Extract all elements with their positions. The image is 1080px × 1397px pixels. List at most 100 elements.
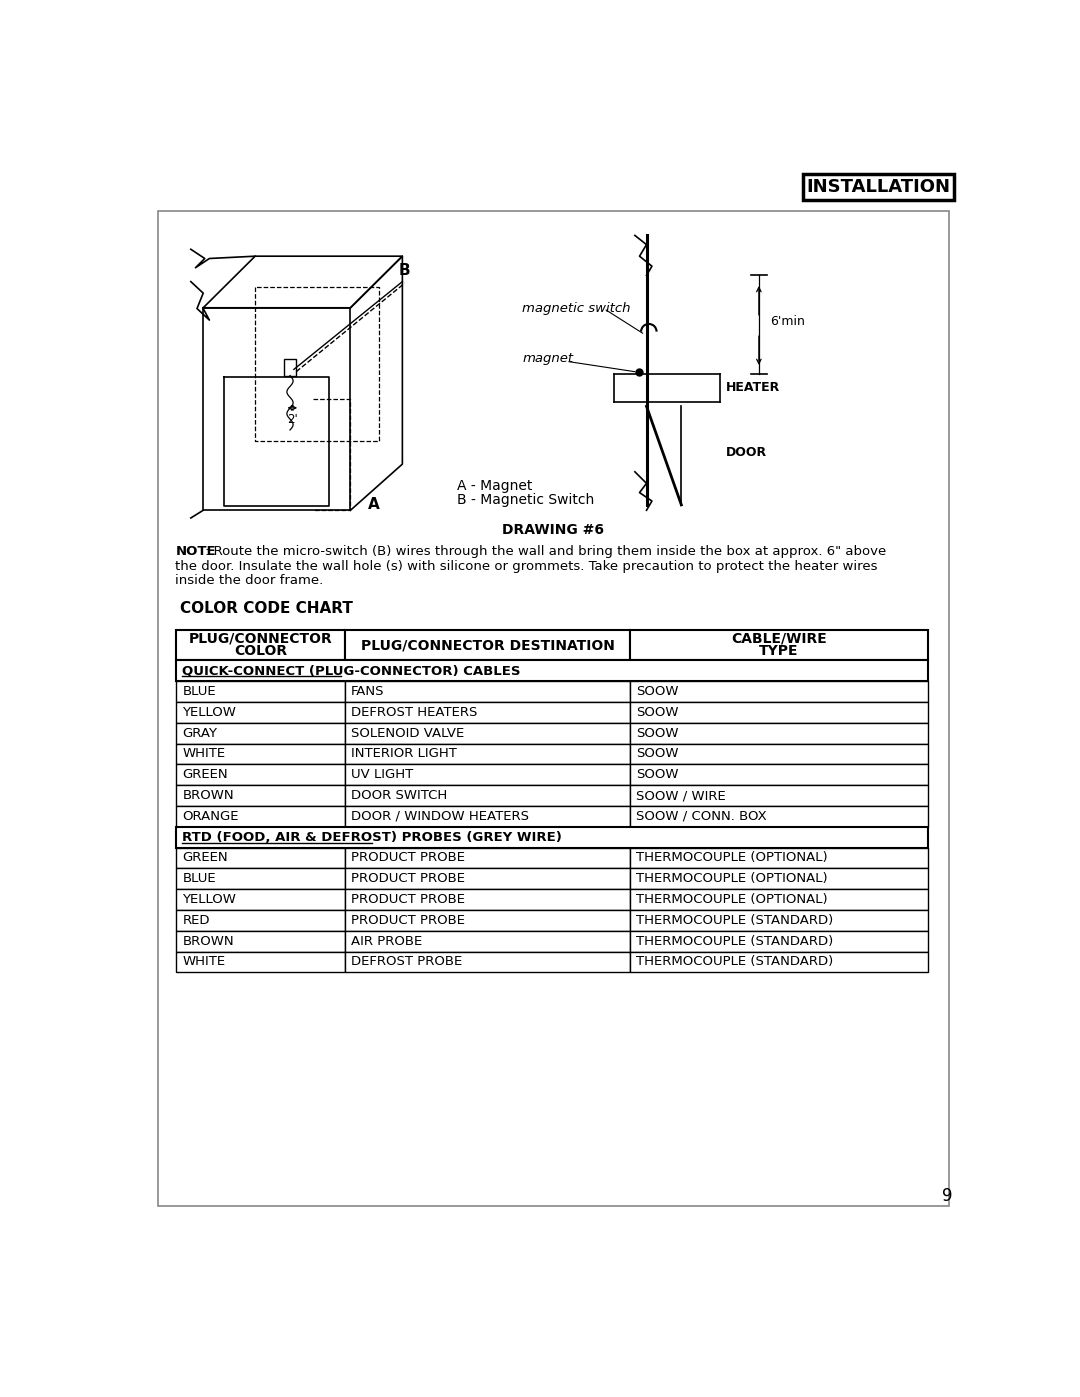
Bar (631, 682, 928, 703)
Text: ORANGE: ORANGE (183, 810, 239, 823)
Bar (345, 869, 631, 888)
Bar (345, 764, 631, 785)
Text: FANS: FANS (351, 685, 384, 698)
Text: SOOW: SOOW (636, 768, 679, 781)
Text: GREEN: GREEN (183, 851, 228, 865)
Bar (176, 764, 345, 785)
Text: THERMOCOUPLE (STANDARD): THERMOCOUPLE (STANDARD) (636, 914, 834, 926)
Bar (631, 785, 928, 806)
Text: UV LIGHT: UV LIGHT (351, 768, 414, 781)
Bar (631, 909, 928, 930)
Text: THERMOCOUPLE (OPTIONAL): THERMOCOUPLE (OPTIONAL) (636, 893, 828, 907)
Bar (176, 743, 345, 764)
Bar (176, 785, 345, 806)
Bar (345, 722, 631, 743)
Bar (631, 630, 928, 661)
Text: SOOW: SOOW (636, 685, 679, 698)
Bar (631, 703, 928, 722)
Text: WHITE: WHITE (183, 747, 226, 760)
Bar (176, 806, 345, 827)
Text: YELLOW: YELLOW (183, 893, 237, 907)
Bar (176, 827, 928, 848)
Text: WHITE: WHITE (183, 956, 226, 968)
Bar (631, 951, 928, 972)
Bar (176, 869, 345, 888)
Text: 2': 2' (287, 412, 298, 426)
Bar (631, 722, 928, 743)
Text: PLUG/CONNECTOR DESTINATION: PLUG/CONNECTOR DESTINATION (361, 638, 615, 652)
Bar (345, 930, 631, 951)
Text: COLOR: COLOR (234, 644, 287, 658)
Text: DRAWING #6: DRAWING #6 (502, 522, 605, 536)
Bar (176, 682, 345, 703)
Text: TYPE: TYPE (759, 644, 799, 658)
Text: magnetic switch: magnetic switch (523, 302, 631, 316)
Text: the door. Insulate the wall hole (s) with silicone or grommets. Take precaution : the door. Insulate the wall hole (s) wit… (175, 560, 878, 573)
Bar (345, 785, 631, 806)
Text: THERMOCOUPLE (OPTIONAL): THERMOCOUPLE (OPTIONAL) (636, 851, 828, 865)
Text: GREEN: GREEN (183, 768, 228, 781)
Bar (345, 630, 631, 661)
Text: DEFROST PROBE: DEFROST PROBE (351, 956, 462, 968)
Text: THERMOCOUPLE (OPTIONAL): THERMOCOUPLE (OPTIONAL) (636, 872, 828, 886)
Text: DOOR SWITCH: DOOR SWITCH (351, 789, 447, 802)
Text: DOOR: DOOR (726, 446, 767, 460)
Text: 9: 9 (942, 1186, 953, 1204)
Text: BLUE: BLUE (183, 872, 216, 886)
Text: PRODUCT PROBE: PRODUCT PROBE (351, 851, 465, 865)
Bar (631, 888, 928, 909)
Bar (631, 869, 928, 888)
Text: PRODUCT PROBE: PRODUCT PROBE (351, 893, 465, 907)
Text: BROWN: BROWN (183, 789, 234, 802)
Text: SOOW: SOOW (636, 705, 679, 719)
Bar (631, 806, 928, 827)
Text: AIR PROBE: AIR PROBE (351, 935, 422, 947)
FancyBboxPatch shape (804, 173, 954, 200)
Bar (176, 661, 928, 682)
Text: DEFROST HEATERS: DEFROST HEATERS (351, 705, 477, 719)
Bar (345, 806, 631, 827)
Text: 6'min: 6'min (770, 316, 806, 328)
Bar (345, 888, 631, 909)
Bar (631, 743, 928, 764)
Text: YELLOW: YELLOW (183, 705, 237, 719)
Text: PRODUCT PROBE: PRODUCT PROBE (351, 872, 465, 886)
Bar (345, 743, 631, 764)
Text: CABLE/WIRE: CABLE/WIRE (731, 631, 827, 645)
Bar (631, 764, 928, 785)
Text: BROWN: BROWN (183, 935, 234, 947)
Text: SOOW / WIRE: SOOW / WIRE (636, 789, 726, 802)
Text: SOOW / CONN. BOX: SOOW / CONN. BOX (636, 810, 767, 823)
Text: QUICK-CONNECT (PLUG-CONNECTOR) CABLES: QUICK-CONNECT (PLUG-CONNECTOR) CABLES (183, 665, 521, 678)
Text: DOOR / WINDOW HEATERS: DOOR / WINDOW HEATERS (351, 810, 529, 823)
Bar (345, 951, 631, 972)
Text: B - Magnetic Switch: B - Magnetic Switch (457, 493, 594, 507)
Bar (631, 848, 928, 869)
Text: SOOW: SOOW (636, 747, 679, 760)
Text: B: B (399, 263, 410, 278)
Bar (345, 682, 631, 703)
Text: PRODUCT PROBE: PRODUCT PROBE (351, 914, 465, 926)
Text: : Route the micro-switch (B) wires through the wall and bring them inside the bo: : Route the micro-switch (B) wires throu… (205, 545, 886, 557)
Bar (284, 359, 296, 376)
Bar (176, 630, 345, 661)
Text: BLUE: BLUE (183, 685, 216, 698)
Bar (345, 703, 631, 722)
Bar (631, 930, 928, 951)
Text: inside the door frame.: inside the door frame. (175, 574, 324, 587)
Text: SOOW: SOOW (636, 726, 679, 739)
Text: SOLENOID VALVE: SOLENOID VALVE (351, 726, 464, 739)
Text: HEATER: HEATER (726, 381, 780, 394)
Bar (176, 888, 345, 909)
Text: THERMOCOUPLE (STANDARD): THERMOCOUPLE (STANDARD) (636, 935, 834, 947)
Bar (176, 703, 345, 722)
Text: NOTE: NOTE (175, 545, 216, 557)
Bar (176, 848, 345, 869)
Text: GRAY: GRAY (183, 726, 217, 739)
Text: THERMOCOUPLE (STANDARD): THERMOCOUPLE (STANDARD) (636, 956, 834, 968)
Text: A - Magnet: A - Magnet (457, 479, 532, 493)
Bar (345, 848, 631, 869)
Text: RED: RED (183, 914, 210, 926)
Bar (176, 722, 345, 743)
Text: PLUG/CONNECTOR: PLUG/CONNECTOR (189, 631, 333, 645)
